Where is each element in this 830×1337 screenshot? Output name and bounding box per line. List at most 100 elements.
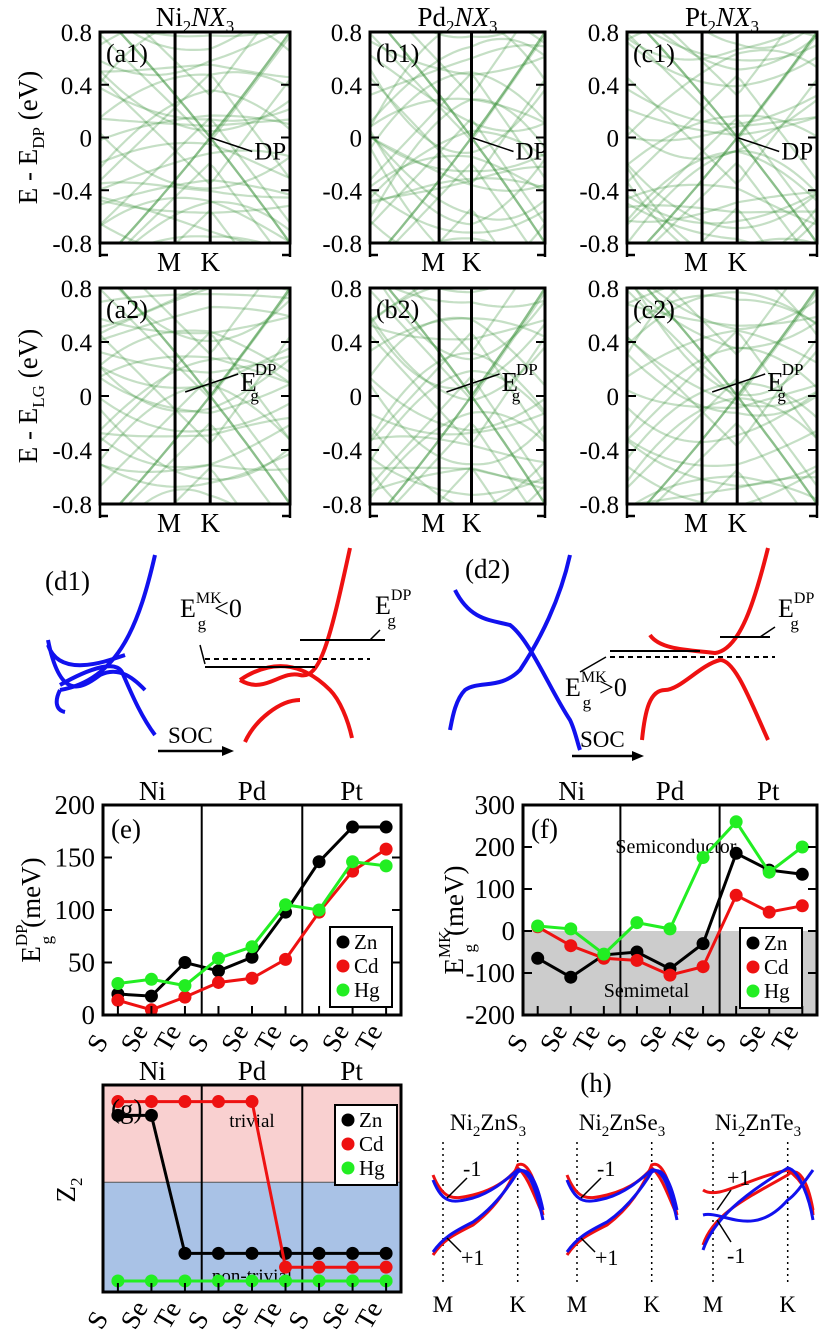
group-label: Pd (238, 776, 267, 806)
tspan: g (198, 614, 207, 633)
band-curve (100, 315, 290, 335)
tspan: 3 (489, 17, 498, 36)
tspan: ZnTe (745, 1110, 793, 1135)
dp-marker: DP (254, 139, 286, 166)
y-tick-label: 0.4 (588, 330, 620, 357)
point-cd (379, 842, 393, 856)
y-tick-label: -0.4 (579, 178, 619, 205)
band-curve (430, 237, 497, 243)
tspan: DP (255, 360, 277, 379)
band-curve (627, 108, 817, 137)
band-curve (100, 222, 290, 243)
tspan: 2 (602, 1124, 610, 1140)
x-tick-label-m: M (433, 1292, 453, 1317)
x-tick-label: S (181, 1029, 214, 1057)
band-curve (627, 202, 817, 243)
leader (199, 644, 206, 665)
point-zn (312, 1246, 326, 1260)
band-curve (100, 527, 290, 535)
legend-marker (336, 959, 350, 973)
band-curve (634, 288, 817, 397)
x-tick-label-m: M (684, 508, 708, 538)
point-cd (111, 993, 125, 1007)
x-tick-label: Se (215, 1019, 254, 1057)
panel-label: (b1) (376, 39, 419, 68)
soc-arrowhead (222, 746, 234, 756)
dirac-band (386, 288, 545, 504)
band-column-title: Pt2NX3 (685, 2, 759, 36)
band-panel: 0.80.40-0.4-0.8M K(b2)EDP g (322, 276, 547, 538)
group-label: Ni (139, 1056, 166, 1086)
band-curve (627, 289, 817, 401)
band-curve (659, 32, 817, 71)
x-tick-label: Te (148, 1296, 187, 1334)
point-zn (178, 956, 192, 969)
tspan: ZnSe (609, 1110, 658, 1135)
tspan: g (387, 611, 396, 630)
legend-marker (336, 983, 350, 997)
tspan: MK (581, 669, 607, 686)
leader (716, 1189, 732, 1211)
band-curve (126, 162, 273, 243)
h-title: Ni2ZnS3 (450, 1110, 526, 1140)
band-curve (100, 117, 290, 128)
tspan: E (565, 673, 581, 702)
x-tick-label: Se (732, 1019, 771, 1057)
band-curve (410, 288, 517, 354)
h-title: Ni2ZnSe3 (579, 1110, 666, 1140)
x-tick-label: S (501, 1029, 534, 1057)
band-curve (627, 204, 817, 214)
band-curve (100, 376, 290, 415)
panel-label: (b2) (376, 295, 419, 324)
group-label: Ni (558, 776, 585, 806)
egdp-label: EDP g (778, 590, 814, 633)
band-curve (100, 32, 290, 84)
band-curve (390, 288, 545, 308)
point-hg (279, 1274, 293, 1288)
point-cd (379, 1260, 393, 1274)
band-curve (370, 411, 545, 499)
band-curve (370, 98, 545, 219)
soc-label: SOC (168, 723, 213, 748)
band-curve (370, 72, 545, 181)
tspan: Ni (579, 1110, 602, 1135)
y-tick-label: -0.8 (52, 231, 92, 258)
x-tick-label-m: M (421, 508, 445, 538)
marker-upper: -1 (463, 1156, 481, 1181)
leader (759, 626, 776, 638)
legend-marker (341, 1161, 355, 1175)
panel-label: (a2) (106, 295, 148, 324)
marker-upper: -1 (597, 1156, 615, 1181)
band-curve (100, 117, 290, 226)
band-curve (627, 191, 817, 223)
soc-arrowhead (632, 751, 644, 761)
semimetal-label: Semimetal (604, 980, 690, 1002)
point-cd (346, 1260, 360, 1274)
band-curve (370, 188, 545, 234)
tspan: LG (29, 385, 48, 408)
tspan: DP (794, 590, 815, 607)
y-tick-label: 0 (350, 384, 363, 411)
band-curve (701, 469, 764, 504)
tspan: E (767, 367, 784, 397)
y-axis-label-f: EMK g (meV) (435, 866, 479, 975)
point-cd (279, 952, 293, 966)
egdp-marker: EDP g (767, 360, 803, 405)
point-hg (111, 1274, 125, 1288)
band-lines (627, 288, 817, 504)
tspan: DP (12, 924, 31, 946)
y-tick-label: 0.4 (61, 330, 93, 357)
x-tick-label: S (81, 1029, 114, 1057)
panel-label: (g) (111, 1094, 142, 1124)
band-curve (627, 291, 817, 347)
band-curve (627, 352, 817, 417)
y-tick-label: -0.8 (322, 492, 362, 519)
point-hg (211, 1274, 225, 1288)
band-curve (370, 376, 545, 432)
band-curve (430, 32, 511, 39)
point-hg (178, 1274, 192, 1288)
dirac-band (118, 32, 290, 243)
leader (716, 1219, 732, 1243)
tspan: DP (516, 360, 538, 379)
